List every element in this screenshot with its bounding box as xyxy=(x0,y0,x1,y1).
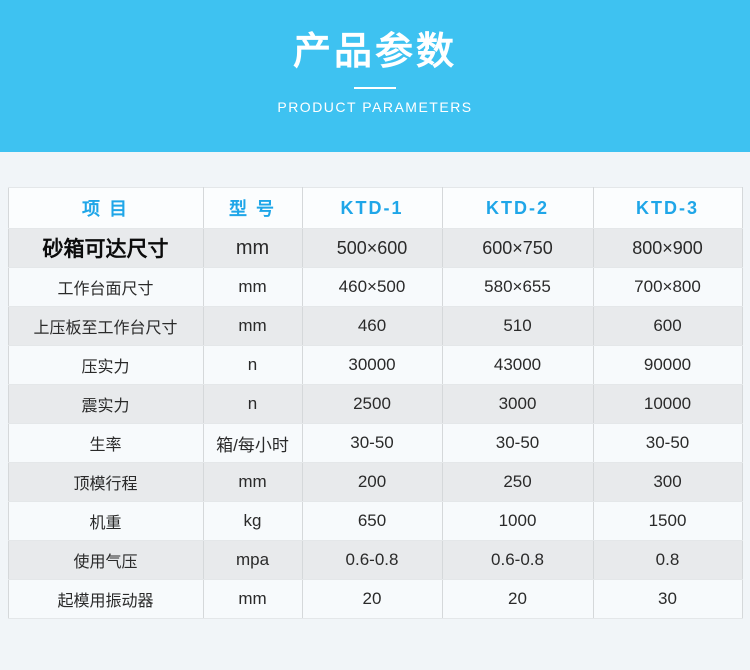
row-unit: n xyxy=(202,384,303,424)
row-value-ktd3: 300 xyxy=(592,462,743,502)
row-value-ktd3: 0.8 xyxy=(592,540,743,580)
product-parameters-banner: 产品参数 PRODUCT PARAMETERS xyxy=(0,0,750,152)
table-row: 压实力 n 30000 43000 90000 xyxy=(7,345,743,385)
row-value-ktd2: 30-50 xyxy=(441,423,594,463)
row-value-ktd1: 0.6-0.8 xyxy=(301,540,443,580)
row-value-ktd2: 510 xyxy=(441,306,594,346)
row-value-ktd1: 200 xyxy=(301,462,443,502)
row-label: 砂箱可达尺寸 xyxy=(7,228,204,268)
banner-title: 产品参数 xyxy=(292,31,457,73)
row-label: 上压板至工作台尺寸 xyxy=(7,306,204,346)
row-unit: kg xyxy=(202,501,303,541)
row-unit: mm xyxy=(202,267,303,307)
row-value-ktd1: 30-50 xyxy=(301,423,443,463)
row-value-ktd1: 460×500 xyxy=(301,267,443,307)
row-value-ktd1: 30000 xyxy=(301,345,443,385)
row-value-ktd2: 600×750 xyxy=(441,228,594,268)
banner-divider xyxy=(354,86,396,89)
table-row: 生率 箱/每小时 30-50 30-50 30-50 xyxy=(7,423,743,463)
row-value-ktd2: 580×655 xyxy=(441,267,594,307)
row-value-ktd2: 3000 xyxy=(441,384,594,424)
row-value-ktd2: 43000 xyxy=(441,345,594,385)
header-model: 型 号 xyxy=(202,187,303,229)
row-value-ktd3: 30-50 xyxy=(592,423,743,463)
table-header-row: 项 目 型 号 KTD-1 KTD-2 KTD-3 xyxy=(7,187,743,229)
row-value-ktd1: 20 xyxy=(301,579,443,619)
row-unit: 箱/每小时 xyxy=(202,423,303,463)
header-ktd3: KTD-3 xyxy=(592,187,743,229)
table-row: 顶模行程 mm 200 250 300 xyxy=(7,462,743,502)
row-unit: mm xyxy=(202,579,303,619)
row-value-ktd1: 650 xyxy=(301,501,443,541)
row-value-ktd2: 0.6-0.8 xyxy=(441,540,594,580)
row-value-ktd2: 1000 xyxy=(441,501,594,541)
row-value-ktd3: 800×900 xyxy=(592,228,743,268)
table-row: 砂箱可达尺寸 mm 500×600 600×750 800×900 xyxy=(7,228,743,268)
row-value-ktd3: 90000 xyxy=(592,345,743,385)
row-label: 压实力 xyxy=(7,345,204,385)
row-value-ktd2: 20 xyxy=(441,579,594,619)
row-value-ktd3: 600 xyxy=(592,306,743,346)
table-row: 机重 kg 650 1000 1500 xyxy=(7,501,743,541)
row-label: 生率 xyxy=(7,423,204,463)
header-ktd1: KTD-1 xyxy=(301,187,443,229)
header-item: 项 目 xyxy=(7,187,204,229)
row-unit: mm xyxy=(202,306,303,346)
row-label: 震实力 xyxy=(7,384,204,424)
row-value-ktd3: 30 xyxy=(592,579,743,619)
row-label: 使用气压 xyxy=(7,540,204,580)
content-area: 项 目 型 号 KTD-1 KTD-2 KTD-3 砂箱可达尺寸 mm 500×… xyxy=(0,152,750,619)
row-value-ktd3: 700×800 xyxy=(592,267,743,307)
row-label: 顶模行程 xyxy=(7,462,204,502)
row-unit: mpa xyxy=(202,540,303,580)
table-row: 上压板至工作台尺寸 mm 460 510 600 xyxy=(7,306,743,346)
row-value-ktd1: 460 xyxy=(301,306,443,346)
row-label: 起模用振动器 xyxy=(7,579,204,619)
spec-table: 项 目 型 号 KTD-1 KTD-2 KTD-3 砂箱可达尺寸 mm 500×… xyxy=(7,187,743,619)
header-ktd2: KTD-2 xyxy=(441,187,594,229)
row-label: 工作台面尺寸 xyxy=(7,267,204,307)
row-value-ktd1: 500×600 xyxy=(301,228,443,268)
row-value-ktd1: 2500 xyxy=(301,384,443,424)
row-unit: mm xyxy=(202,462,303,502)
row-value-ktd2: 250 xyxy=(441,462,594,502)
row-unit: mm xyxy=(202,228,303,268)
banner-subtitle: PRODUCT PARAMETERS xyxy=(277,98,473,115)
table-row: 起模用振动器 mm 20 20 30 xyxy=(7,579,743,619)
row-label: 机重 xyxy=(7,501,204,541)
row-value-ktd3: 1500 xyxy=(592,501,743,541)
row-unit: n xyxy=(202,345,303,385)
table-row: 使用气压 mpa 0.6-0.8 0.6-0.8 0.8 xyxy=(7,540,743,580)
table-row: 工作台面尺寸 mm 460×500 580×655 700×800 xyxy=(7,267,743,307)
table-row: 震实力 n 2500 3000 10000 xyxy=(7,384,743,424)
row-value-ktd3: 10000 xyxy=(592,384,743,424)
